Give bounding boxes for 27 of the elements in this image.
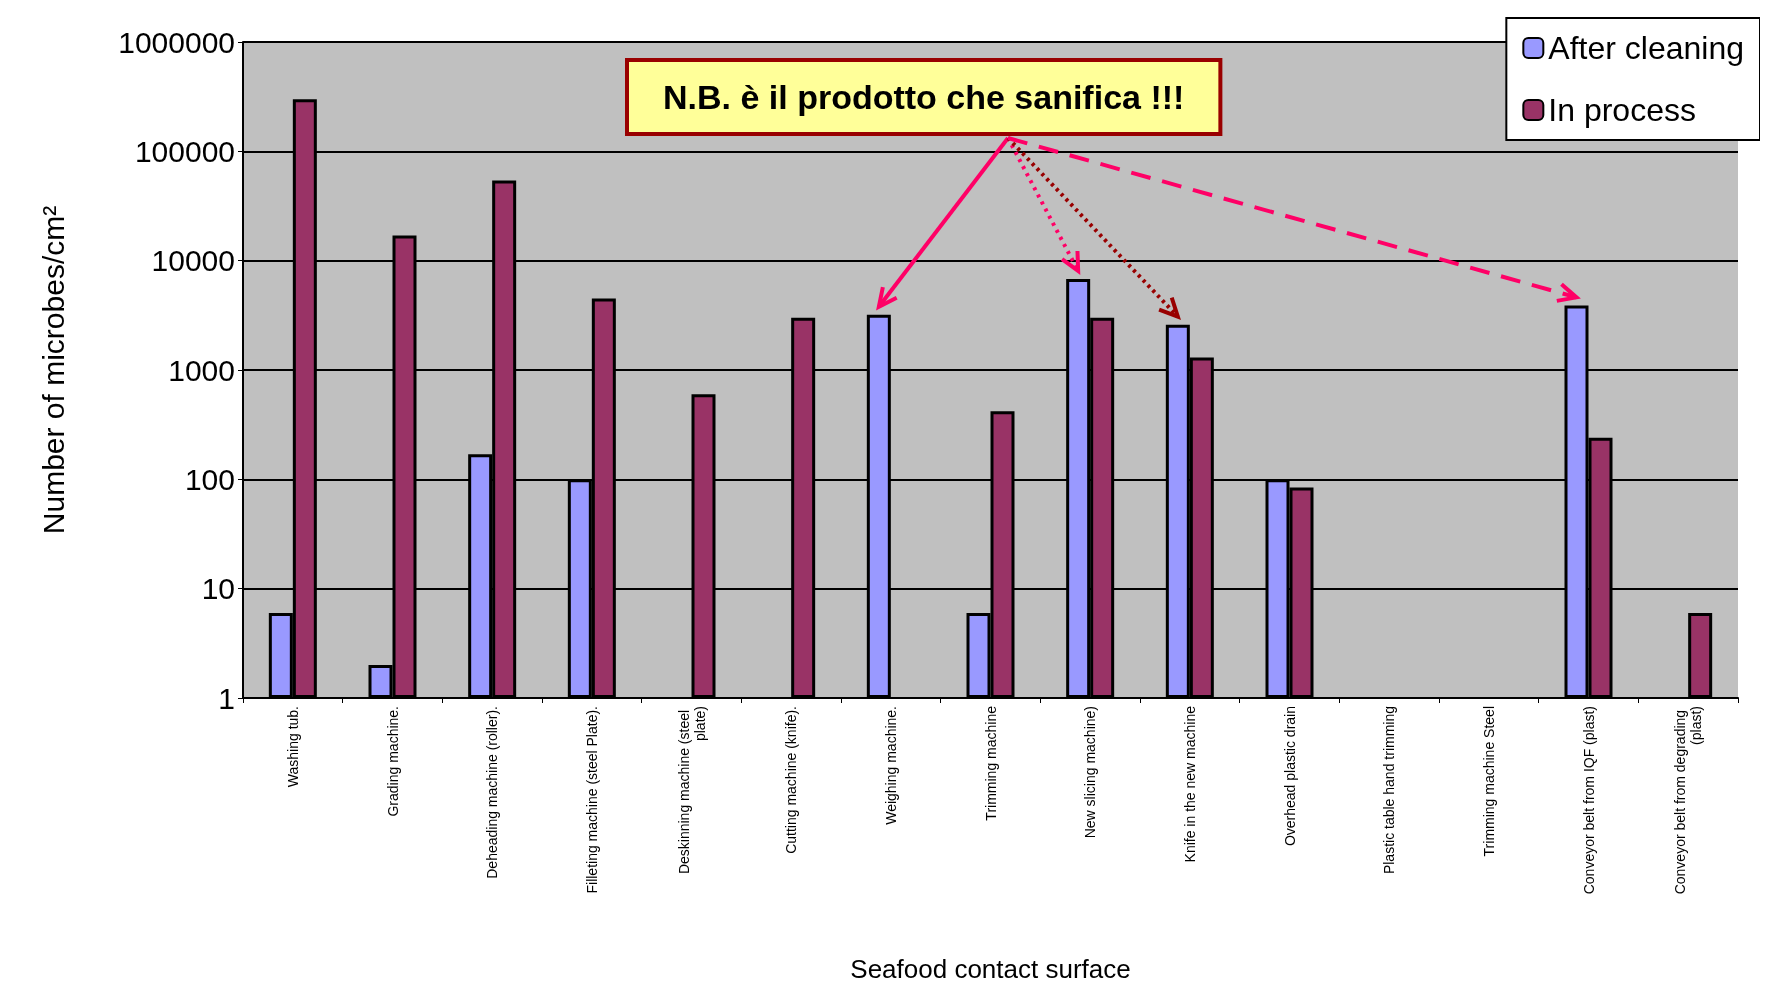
x-tick-label: Washing tub. — [284, 706, 301, 788]
x-tick-label: Overhead plastic drain — [1281, 706, 1298, 847]
legend-label: In process — [1548, 92, 1696, 128]
x-axis-title: Seafood contact surface — [850, 954, 1131, 984]
x-tick-label: Conveyor belt from degrading (plast) — [1672, 706, 1705, 895]
x-tick-label: Grading machine. — [384, 706, 401, 817]
x-tick-label: Conveyor belt from IQF (plast) — [1580, 706, 1597, 895]
x-tick-label: Trimming machine — [982, 705, 999, 821]
y-tick-label: 100000 — [134, 134, 235, 168]
x-tick-label: Deheading machine (roller). — [484, 706, 501, 879]
y-tick-label: 10000 — [151, 244, 235, 278]
y-axis-title: Number of microbes/cm² — [36, 205, 70, 535]
legend-label: After cleaning — [1548, 30, 1744, 66]
y-tick-label: 1000 — [168, 353, 235, 387]
x-tick-label: Weighing machine. — [882, 706, 899, 825]
y-tick-label: 10 — [201, 572, 235, 606]
x-tick-label: New slicing machine) — [1082, 706, 1099, 839]
annotation: N.B. è il prodotto che sanifica !!! — [663, 78, 1185, 116]
x-tick-label: Deskinning machine (steel plate) — [675, 706, 708, 875]
y-tick-label: 100 — [184, 462, 235, 496]
x-tick-label: Plastic table hand trimming — [1381, 706, 1398, 875]
x-tick-label: Knife in the new machine — [1181, 705, 1198, 863]
x-tick-label: Filleting machine (steel Plate). — [583, 706, 600, 894]
y-tick-label: 1000000 — [118, 25, 235, 59]
x-tick-label: Cutting machine (knife). — [783, 706, 800, 854]
y-tick-label: 1 — [218, 681, 235, 715]
x-tick-label: Trimming machine Steel — [1480, 706, 1497, 857]
